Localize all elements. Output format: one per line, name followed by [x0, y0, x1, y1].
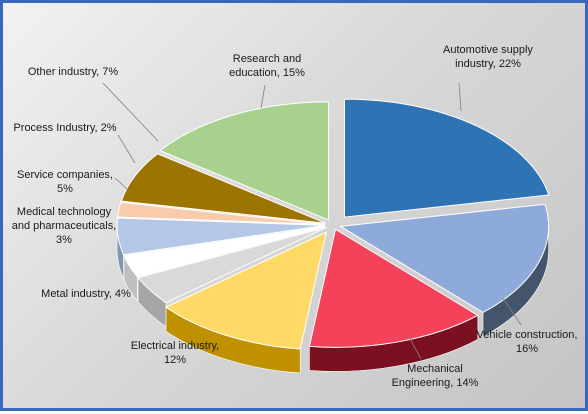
data-label: Automotive supply industry, 22% — [443, 44, 533, 70]
pie-slice-metal-industry — [137, 226, 327, 304]
leader-line — [458, 82, 462, 112]
data-label: Research and education, 15% — [229, 53, 305, 79]
pie-chart: Automotive supply industry, 22% Vehicle co… — [12, 44, 578, 389]
data-label: Vehicle construction, 16% — [477, 329, 578, 355]
leader-line — [407, 334, 422, 360]
leader-line — [502, 297, 522, 326]
pie-slice-service-companies — [116, 217, 326, 256]
data-label: Mechanical Engineering, 14% — [392, 363, 479, 389]
data-label: Electrical industry, 12% — [131, 340, 219, 366]
pie-slice-medical-technology-and-pharmaceuticals — [123, 226, 326, 278]
pie-slices — [116, 98, 550, 350]
data-label: Service companies, 5% — [17, 169, 113, 195]
leader-line — [102, 82, 159, 142]
pie-slice-mechanical-engineering — [308, 228, 479, 348]
pie-slice-other-industry — [120, 153, 326, 224]
pie-slice-automotive-supply-industry — [343, 98, 550, 218]
leader-line — [117, 134, 136, 164]
pie-labels: Automotive supply industry, 22% Vehicle co… — [12, 44, 578, 389]
pie-slice-electrical-industry — [164, 231, 327, 350]
leader-line — [260, 84, 266, 109]
leader-line — [114, 177, 129, 191]
data-label: Metal industry, 4% — [41, 288, 131, 300]
pie-slice-vehicle-construction — [339, 203, 550, 314]
data-label: Medical technology and pharmaceuticals, 3% — [12, 206, 117, 246]
pie-slice-process-industry — [116, 201, 326, 225]
pie-side-walls — [116, 225, 549, 374]
data-label: Process Industry, 2% — [13, 122, 116, 134]
data-label: Other industry, 7% — [28, 66, 118, 78]
pie-slice-research-and-education — [159, 101, 329, 221]
